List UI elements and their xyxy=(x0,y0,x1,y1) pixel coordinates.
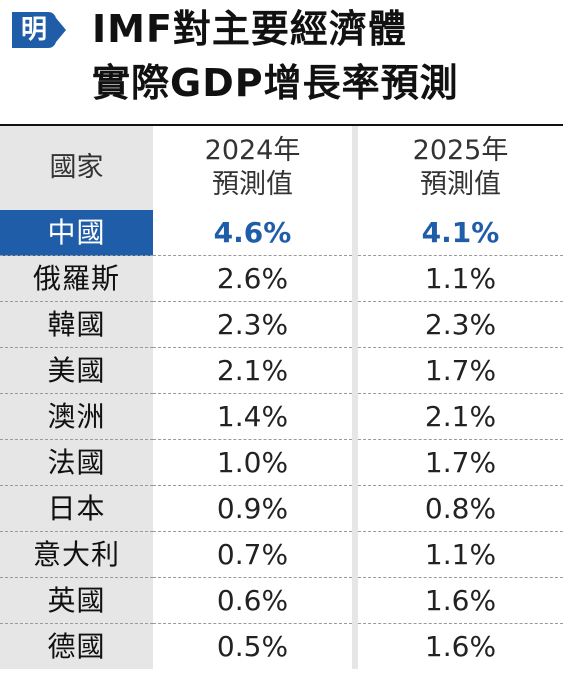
page-title-line2: 實際GDP增長率預測 xyxy=(92,61,459,105)
table-row: 中國 4.6% 4.1% xyxy=(0,210,563,256)
table-header-row: 國家 2024年 預測值 2025年 預測值 xyxy=(0,126,563,210)
country-cell: 英國 xyxy=(0,577,153,624)
country-cell: 法國 xyxy=(0,439,153,486)
table-row: 日本 0.9% 0.8% xyxy=(0,485,563,532)
logo-text: 明 xyxy=(20,15,47,45)
value-2025-cell: 1.6% xyxy=(352,577,563,624)
value-2024-cell: 1.0% xyxy=(153,439,355,486)
header-2025-year: 2025年 xyxy=(412,135,509,166)
table-row: 英國 0.6% 1.6% xyxy=(0,577,563,624)
table-row: 韓國 2.3% 2.3% xyxy=(0,301,563,348)
country-cell: 德國 xyxy=(0,623,153,669)
header-2024-sub: 預測值 xyxy=(212,169,293,200)
country-cell: 韓國 xyxy=(0,301,153,348)
header-2024: 2024年 預測值 xyxy=(153,126,355,210)
table-row: 意大利 0.7% 1.1% xyxy=(0,531,563,578)
value-2024-cell: 2.1% xyxy=(153,347,355,394)
country-cell: 澳洲 xyxy=(0,393,153,440)
value-2024-cell: 2.3% xyxy=(153,301,355,348)
value-2025-cell: 2.1% xyxy=(352,393,563,440)
value-2025-cell: 4.1% xyxy=(352,210,563,256)
header-country-label: 國家 xyxy=(49,152,104,183)
value-2025-cell: 1.1% xyxy=(352,531,563,578)
top-divider xyxy=(0,124,563,126)
growth-forecast-table: 國家 2024年 預測值 2025年 預測值 中國 4.6% 4.1% 俄羅斯 2.6%… xyxy=(0,126,563,669)
value-2024-cell: 0.9% xyxy=(153,485,355,532)
table-row: 德國 0.5% 1.6% xyxy=(0,623,563,669)
country-cell: 日本 xyxy=(0,485,153,532)
value-2024-cell: 4.6% xyxy=(153,210,355,256)
value-2024-cell: 0.7% xyxy=(153,531,355,578)
header-2025: 2025年 預測值 xyxy=(352,126,563,210)
country-cell: 美國 xyxy=(0,347,153,394)
country-cell: 俄羅斯 xyxy=(0,255,153,302)
country-cell: 中國 xyxy=(0,210,153,256)
table-body: 中國 4.6% 4.1% 俄羅斯 2.6% 1.1% 韓國 2.3% 2.3% 美國 2.1% 1.7… xyxy=(0,210,563,669)
value-2025-cell: 1.7% xyxy=(352,439,563,486)
logo-arrow-icon xyxy=(12,12,66,48)
value-2025-cell: 1.6% xyxy=(352,623,563,669)
value-2025-cell: 1.7% xyxy=(352,347,563,394)
value-2025-cell: 2.3% xyxy=(352,301,563,348)
value-2024-cell: 0.6% xyxy=(153,577,355,624)
value-2024-cell: 2.6% xyxy=(153,255,355,302)
header-2024-year: 2024年 xyxy=(204,135,301,166)
value-2024-cell: 0.5% xyxy=(216,630,289,663)
table-row: 美國 2.1% 1.7% xyxy=(0,347,563,394)
table-row: 澳洲 1.4% 2.1% xyxy=(0,393,563,440)
value-2024-cell: 1.4% xyxy=(153,393,355,440)
header-country: 國家 xyxy=(0,126,153,210)
page-title-line1: IMF對主要經濟體 xyxy=(92,7,407,51)
header-2025-sub: 預測值 xyxy=(420,169,501,200)
country-cell: 意大利 xyxy=(0,531,153,578)
value-2025-cell: 1.1% xyxy=(352,255,563,302)
logo-badge: 明 xyxy=(8,8,72,52)
table-row: 法國 1.0% 1.7% xyxy=(0,439,563,486)
table-row: 俄羅斯 2.6% 1.1% xyxy=(0,255,563,302)
value-2025-cell: 0.8% xyxy=(352,485,563,532)
